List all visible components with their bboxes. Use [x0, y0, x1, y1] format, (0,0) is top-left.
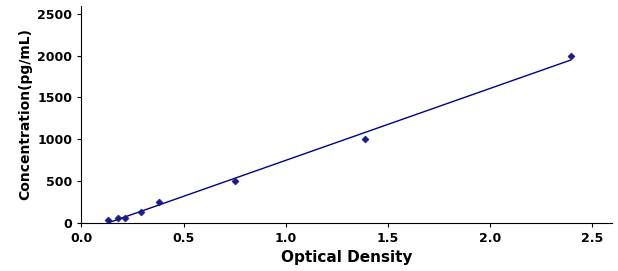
Y-axis label: Concentration(pg/mL): Concentration(pg/mL)	[18, 28, 32, 200]
X-axis label: Optical Density: Optical Density	[281, 250, 413, 265]
